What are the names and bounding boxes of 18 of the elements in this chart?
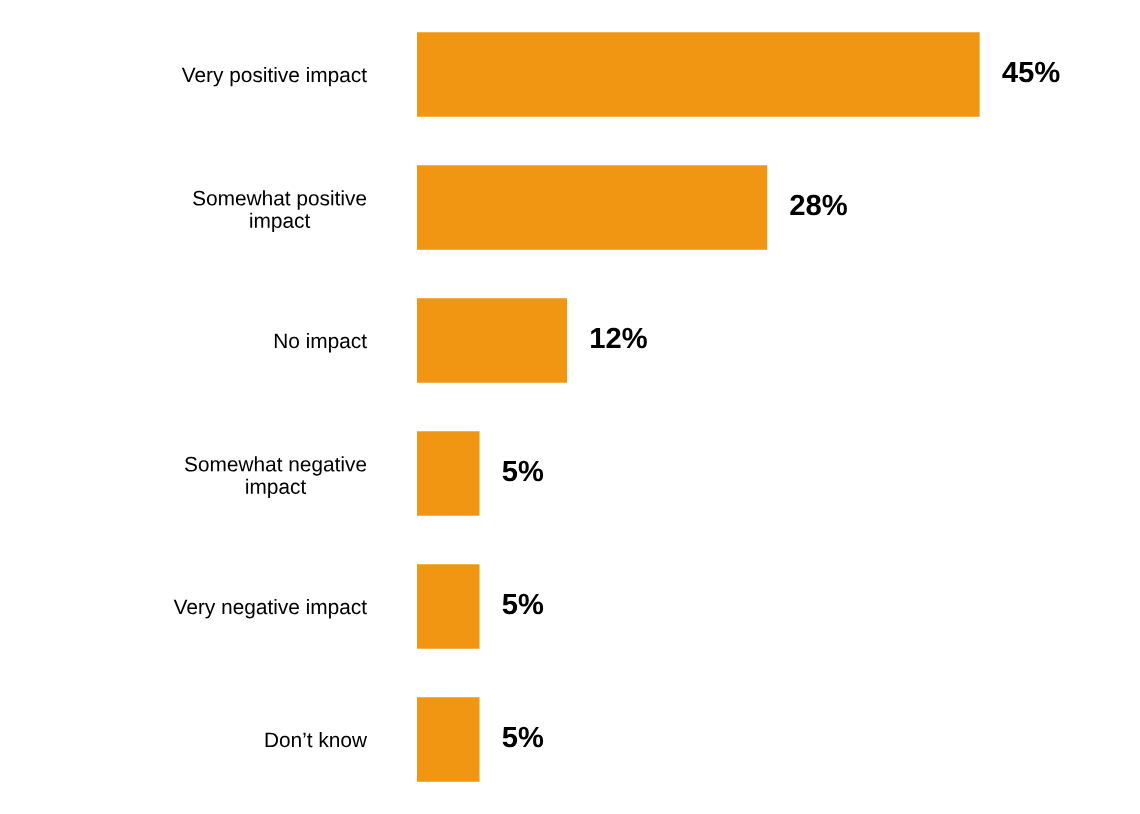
- data-label: 5%: [502, 593, 544, 615]
- data-label: 12%: [591, 327, 647, 349]
- data-label: 5%: [502, 726, 544, 748]
- y-tick-label: Very negative impact: [173, 598, 367, 619]
- bar: [417, 431, 480, 516]
- bar: [417, 697, 480, 782]
- bar: [417, 298, 568, 383]
- y-tick-label: Don’t know: [265, 731, 368, 748]
- bar: [417, 564, 480, 649]
- data-label: 45%: [1002, 61, 1060, 83]
- y-tick-label: Somewhat negative impact: [184, 456, 367, 499]
- bar: [417, 32, 980, 117]
- data-label: 28%: [790, 194, 847, 216]
- y-tick-label: Somewhat positive impact: [193, 190, 367, 233]
- data-label: 5%: [502, 460, 544, 482]
- y-tick-label: Very positive impact: [181, 66, 367, 87]
- y-tick-label: No impact: [274, 332, 367, 353]
- bar: [417, 165, 768, 250]
